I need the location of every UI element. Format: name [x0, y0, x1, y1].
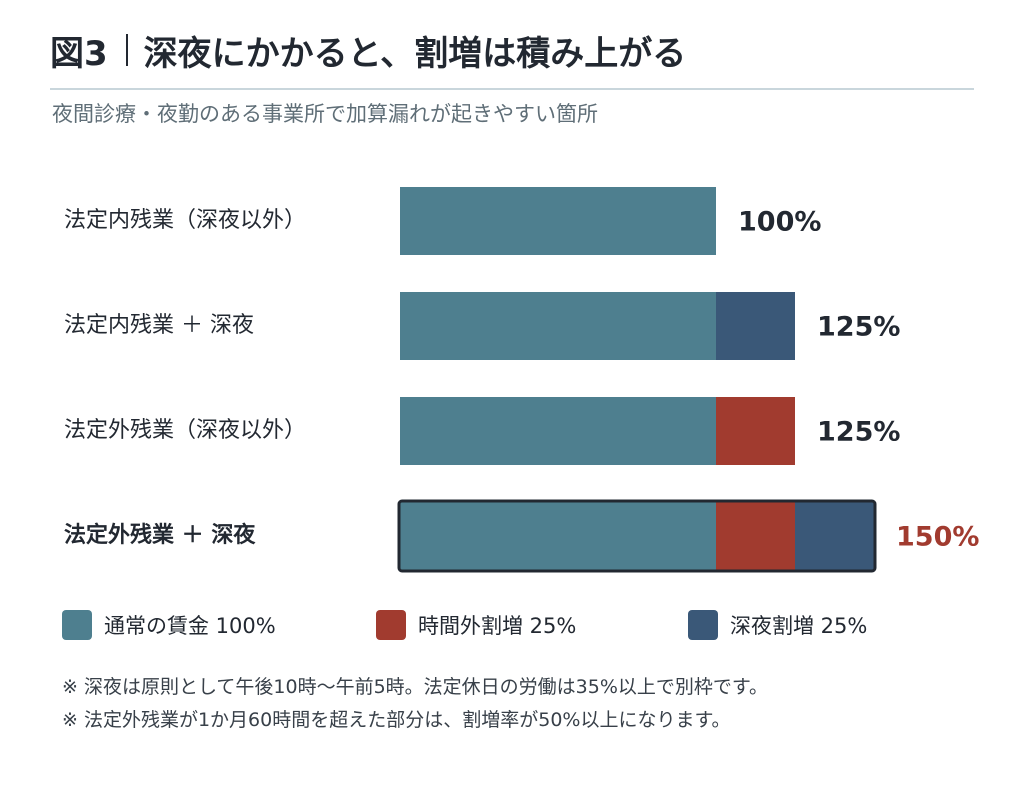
highlight-frame — [397, 499, 877, 573]
figure-label: 図3 — [50, 33, 108, 74]
legend-swatch-base — [62, 610, 92, 640]
bar-segment-night — [716, 292, 795, 360]
bar-segment-overtime — [716, 502, 795, 570]
bar-segment-base — [400, 187, 716, 255]
page-title: 深夜にかかると、割増は積み上がる — [143, 33, 687, 74]
figure-title: 図3 深夜にかかると、割増は積み上がる — [50, 26, 686, 74]
bar-segment-night — [795, 502, 874, 570]
subtitle: 夜間診療・夜勤のある事業所で加算漏れが起きやすい箇所 — [52, 102, 598, 126]
legend-item-overtime: 時間外割増 25% — [376, 608, 576, 642]
legend-swatch-night — [688, 610, 718, 640]
category-label: 法定内残業（深夜以外） — [64, 208, 306, 233]
category-label: 法定外残業（深夜以外） — [64, 418, 306, 443]
category-label: 法定外残業 ＋ 深夜 — [64, 522, 256, 548]
total-label: 150% — [896, 522, 979, 553]
title-divider — [50, 88, 974, 90]
total-label: 125% — [817, 417, 900, 448]
title-separator — [125, 34, 128, 66]
legend-label-overtime: 時間外割増 25% — [418, 614, 577, 638]
bar-segment-base — [400, 502, 716, 570]
total-label: 125% — [817, 312, 900, 343]
chart-legend: 通常の賃金 100% 時間外割増 25% 深夜割増 25% — [62, 608, 962, 642]
total-label: 100% — [738, 207, 821, 238]
legend-item-base: 通常の賃金 100% — [62, 608, 276, 642]
footnote-2: ※ 法定外残業が1か月60時間を超えた部分は、割増率が50%以上になります。 — [62, 709, 731, 731]
bar-segment-overtime — [716, 397, 795, 465]
legend-item-night: 深夜割増 25% — [688, 608, 867, 642]
stacked-bar-chart: 法定内残業（深夜以外） 100% 法定内残業 ＋ 深夜 125% 法定外残業（深夜以外）… — [64, 187, 979, 573]
legend-label-base: 通常の賃金 100% — [104, 614, 276, 638]
legend-swatch-overtime — [376, 610, 406, 640]
legend-label-night: 深夜割増 25% — [730, 614, 868, 638]
footnote-1: ※ 深夜は原則として午後10時〜午前5時。法定休日の労働は35%以上で別枠です。 — [62, 676, 768, 698]
bar-segment-base — [400, 292, 716, 360]
bar-segment-base — [400, 397, 716, 465]
category-label: 法定内残業 ＋ 深夜 — [64, 313, 254, 338]
